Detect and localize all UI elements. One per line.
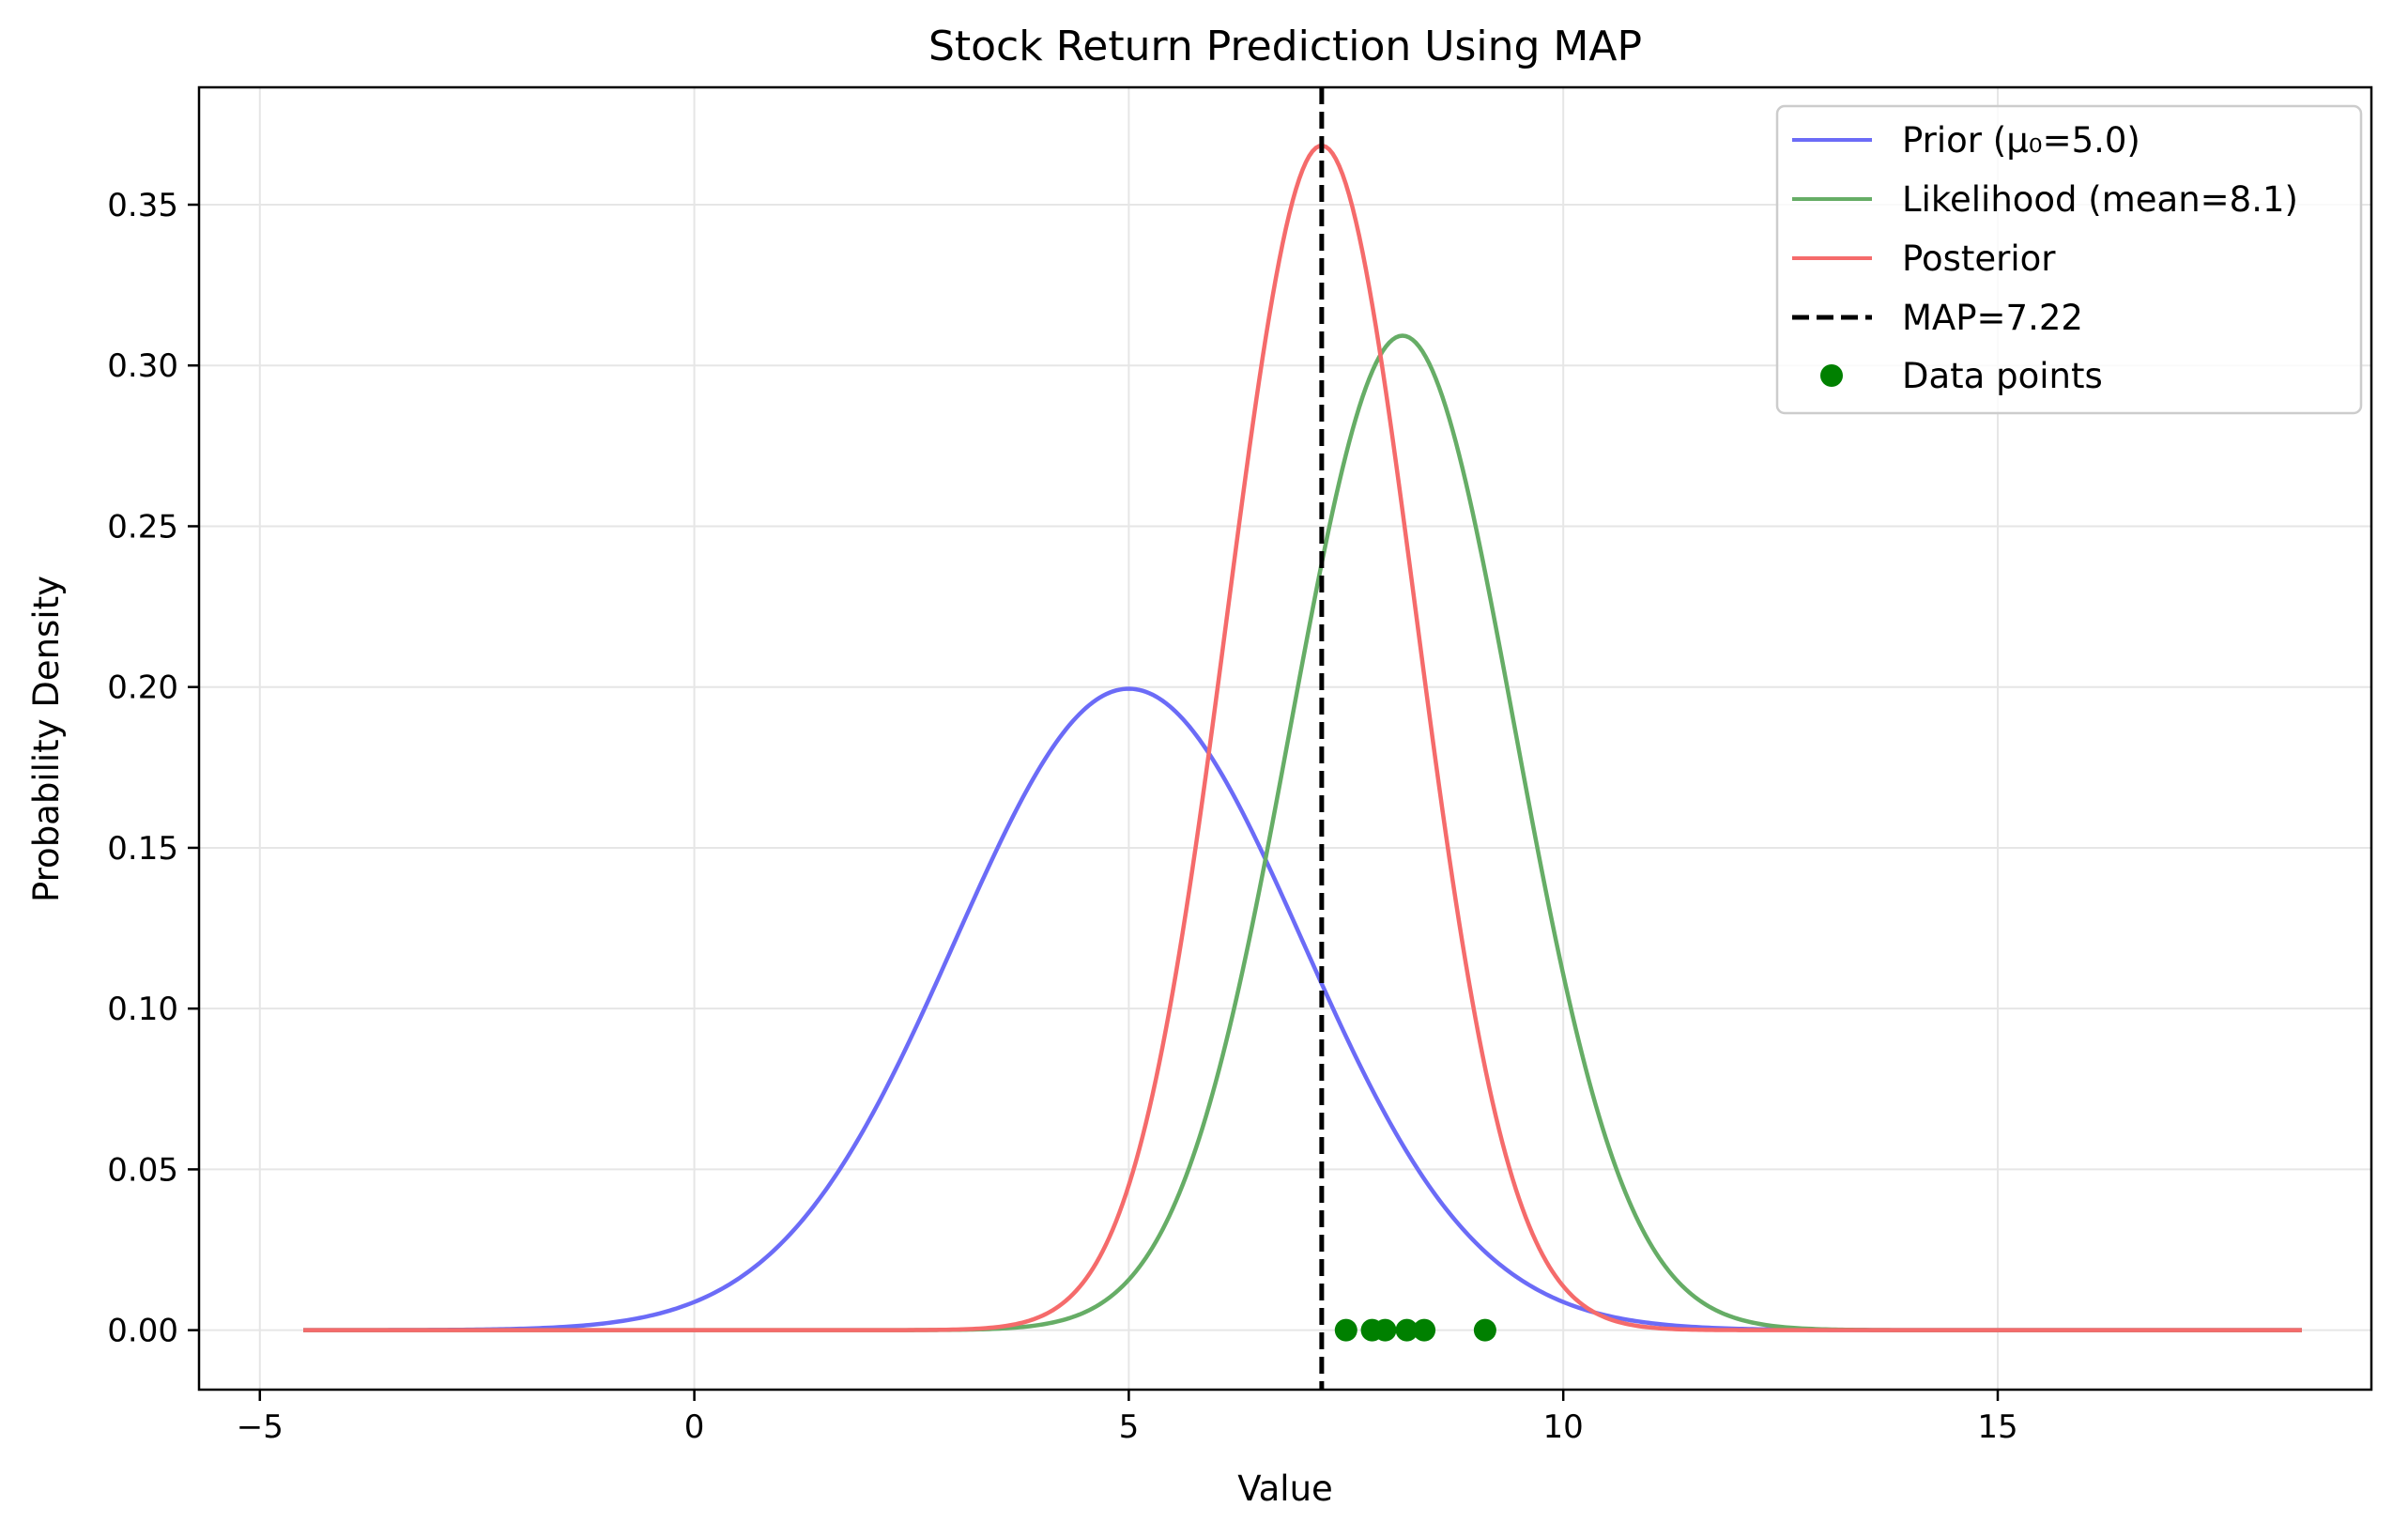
data-points (1334, 1318, 1496, 1342)
x-tick-label: 0 (684, 1408, 705, 1446)
legend-label-likelihood: Likelihood (mean=8.1) (1902, 179, 2298, 220)
chart-title: Stock Return Prediction Using MAP (928, 23, 1642, 70)
data-point (1473, 1318, 1496, 1342)
legend-label-posterior: Posterior (1902, 238, 2056, 279)
y-tick-label: 0.15 (107, 830, 178, 868)
y-tick-label: 0.05 (107, 1151, 178, 1189)
grid (199, 87, 2371, 1390)
data-point (1373, 1318, 1397, 1342)
data-point (1413, 1318, 1436, 1342)
plot-frame (197, 85, 2373, 1392)
y-tick-label: 0.10 (107, 991, 178, 1028)
x-axis-ticks: −5 0 5 10 15 (237, 1390, 2018, 1446)
legend-label-map: MAP=7.22 (1902, 298, 2083, 338)
data-point (1395, 1318, 1419, 1342)
x-tick-label: 5 (1119, 1408, 1140, 1446)
x-tick-label: 15 (1977, 1408, 2017, 1446)
data-point (1334, 1318, 1357, 1342)
y-axis-ticks: 0.00 0.05 0.10 0.15 0.20 0.25 0.30 0.35 (107, 187, 199, 1350)
y-axis-label: Probability Density (26, 576, 67, 902)
x-tick-label: 10 (1543, 1408, 1584, 1446)
y-tick-label: 0.30 (107, 347, 178, 385)
x-axis-label: Value (1237, 1469, 1333, 1509)
y-tick-label: 0.00 (107, 1313, 178, 1350)
legend-label-data-points: Data points (1902, 356, 2103, 396)
y-tick-label: 0.20 (107, 669, 178, 707)
legend-label-prior: Prior (μ₀=5.0) (1902, 120, 2140, 161)
x-tick-label: −5 (237, 1408, 284, 1446)
legend-swatch-data-points (1820, 364, 1843, 387)
legend: Prior (μ₀=5.0) Likelihood (mean=8.1) Pos… (1775, 104, 2363, 415)
y-tick-label: 0.35 (107, 187, 178, 224)
series-line-posterior (303, 143, 2302, 1332)
legend-box (1775, 104, 2363, 415)
y-tick-label: 0.25 (107, 508, 178, 546)
series-curves (303, 143, 2302, 1332)
